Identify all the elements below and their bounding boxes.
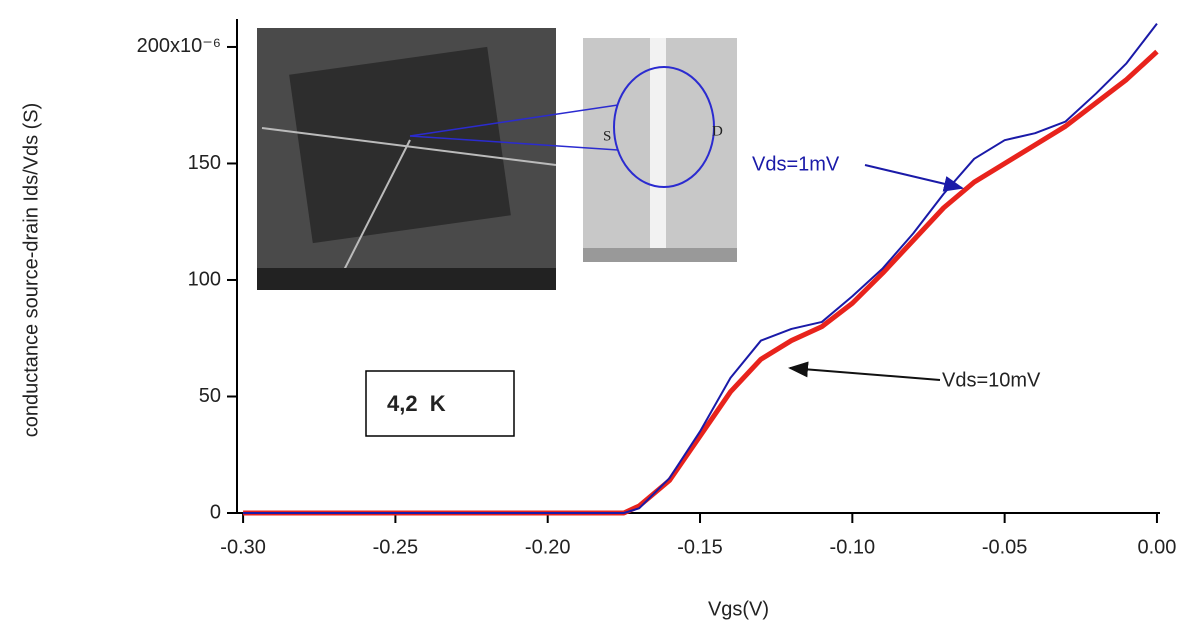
sem-wire [261, 127, 557, 166]
source-label: S [603, 128, 611, 144]
annotation: Vds=1mV [752, 153, 840, 175]
temperature-box [365, 370, 515, 437]
x-tick-label: -0.30 [220, 536, 266, 558]
y-axis-label: conductance source-drain Ids/Vds (S) [20, 103, 42, 438]
annotation-arrow [788, 361, 941, 381]
y-tick-label: 200x10⁻⁶ [137, 35, 221, 57]
sem-wire [339, 139, 411, 279]
y-tick-label: 150 [188, 152, 221, 174]
y-tick-label: 0 [210, 501, 221, 523]
y-tick-label: 50 [199, 385, 221, 407]
series-line [243, 23, 1158, 514]
series-line [243, 49, 1159, 516]
x-tick-label: -0.10 [830, 536, 876, 558]
annotation-arrow [864, 164, 964, 192]
x-tick-label: -0.05 [982, 536, 1028, 558]
zoom-ellipse [613, 66, 715, 188]
zoom-scale-bar [583, 248, 737, 262]
sem-scale-bar [257, 268, 556, 290]
x-axis-label: Vgs(V) [708, 598, 769, 620]
zoom-line [409, 104, 619, 137]
x-tick-label: -0.15 [677, 536, 723, 558]
inset-photos [257, 28, 737, 290]
x-tick-label: -0.25 [373, 536, 419, 558]
zoom-gap [650, 38, 666, 262]
temperature-label: 4,2 K [387, 391, 446, 416]
drain-label: D [712, 123, 723, 139]
x-tick-label: -0.20 [525, 536, 571, 558]
annotation: Vds=10mV [942, 369, 1041, 391]
y-tick-label: 100 [188, 268, 221, 290]
x-tick-label: 0.00 [1137, 536, 1176, 558]
zoom-line [409, 135, 619, 151]
